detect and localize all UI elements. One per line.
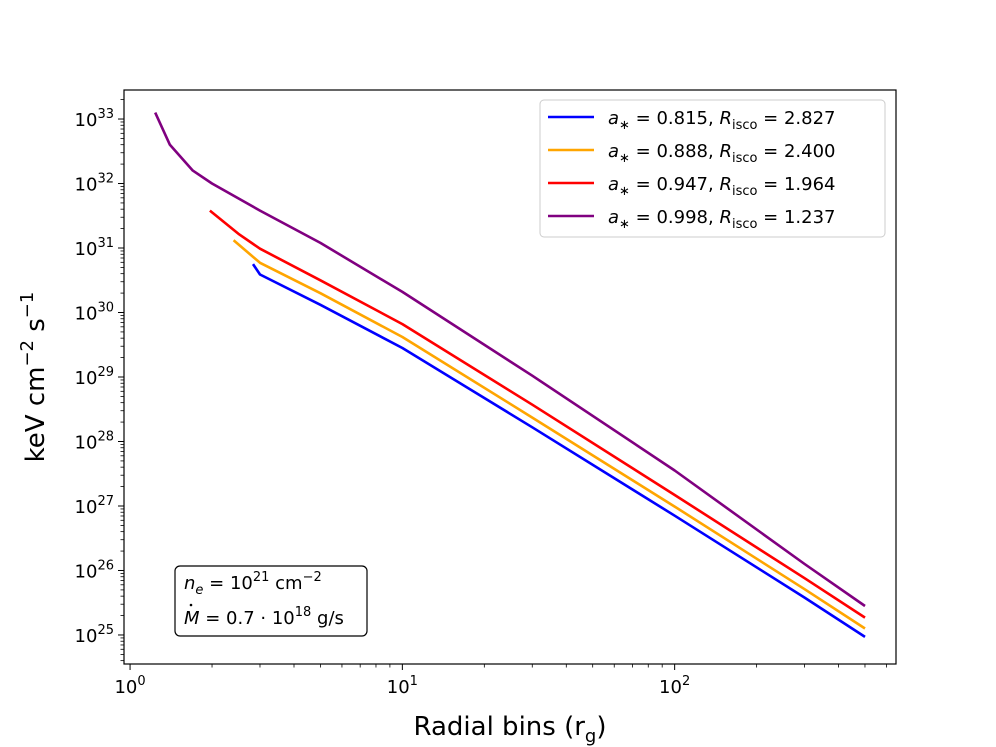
- y-tick-label: 1031: [75, 236, 114, 260]
- y-tick-label: 1027: [75, 494, 114, 518]
- x-tick-label: 100: [114, 674, 145, 698]
- legend-frame: [539, 99, 886, 238]
- x-ticks: 100 101 102: [114, 664, 887, 698]
- parameter-box-frame: [174, 565, 368, 637]
- y-tick-label: 1026: [75, 558, 114, 582]
- series-line-1: [232, 239, 866, 630]
- series-line-2: [209, 209, 866, 619]
- y-tick-label: 1028: [75, 429, 114, 453]
- legend: a∗ = 0.815, Risco = 2.827 a∗ = 0.888, Ris…: [539, 99, 886, 238]
- accretion-rate-text: M = 0.7 · 1018 g/s: [184, 605, 344, 629]
- mdot-dot: [189, 603, 193, 607]
- y-tick-label: 1033: [75, 107, 114, 131]
- y-tick-label: 1029: [75, 365, 114, 389]
- y-tick-label: 1025: [75, 623, 114, 647]
- y-ticks: 1025 1026 1027 1028 1029 1030 1031 1032 1033: [75, 99, 124, 662]
- legend-label-2: a∗ = 0.947, Risco = 1.964: [608, 174, 836, 199]
- y-tick-label: 1032: [75, 172, 114, 196]
- x-tick-label: 102: [659, 674, 690, 698]
- legend-label-3: a∗ = 0.998, Risco = 1.237: [608, 207, 836, 232]
- y-tick-label: 1030: [75, 301, 114, 325]
- x-axis-label: Radial bins (rg): [413, 712, 606, 747]
- legend-label-1: a∗ = 0.888, Risco = 2.400: [608, 141, 836, 166]
- y-axis-label: keV cm−2 s−1: [17, 292, 51, 463]
- parameter-box: ne = 1021 cm−2 M = 0.7 · 1018 g/s: [174, 565, 368, 637]
- legend-label-0: a∗ = 0.815, Risco = 2.827: [608, 108, 836, 133]
- series-line-0: [251, 263, 866, 638]
- series-line-3: [154, 112, 866, 608]
- electron-density-text: ne = 1021 cm−2: [184, 570, 322, 598]
- series-group: [154, 112, 866, 638]
- x-tick-label: 101: [387, 674, 418, 698]
- legend-entries: a∗ = 0.815, Risco = 2.827 a∗ = 0.888, Ris…: [548, 108, 836, 232]
